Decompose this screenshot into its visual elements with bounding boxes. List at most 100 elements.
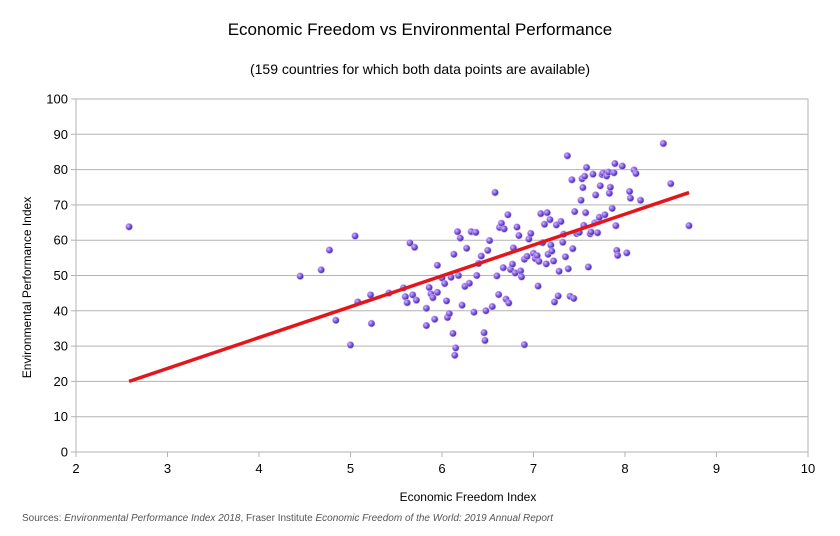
data-point (425, 283, 433, 292)
trendline (128, 190, 690, 384)
data-point (540, 220, 549, 229)
data-point (554, 292, 562, 300)
data-point (601, 211, 609, 219)
y-tick-label: 40 (54, 303, 68, 318)
data-point (332, 316, 340, 324)
data-point (351, 232, 359, 240)
chart-subtitle: (159 countries for which both data point… (249, 61, 591, 77)
y-tick-label: 30 (54, 339, 68, 354)
data-point (593, 229, 602, 237)
source-prefix: Sources: (22, 513, 65, 524)
data-point (516, 267, 525, 275)
data-point (463, 244, 471, 253)
data-point (513, 223, 521, 231)
data-point (610, 169, 618, 177)
data-point (591, 191, 600, 199)
data-point (406, 239, 414, 247)
y-tick-label: 70 (54, 197, 68, 212)
data-point (409, 291, 417, 299)
data-point (480, 329, 488, 337)
data-point (580, 172, 589, 181)
data-point (549, 257, 558, 265)
data-point (659, 139, 668, 148)
y-tick-label: 50 (54, 268, 68, 283)
data-points (125, 139, 693, 359)
x-tick-label: 10 (801, 461, 815, 476)
data-point (451, 351, 459, 359)
x-tick-label: 6 (438, 461, 445, 476)
data-point (613, 251, 622, 260)
data-point (570, 294, 578, 303)
data-point (569, 245, 577, 253)
data-point (445, 309, 453, 318)
data-point (422, 321, 431, 330)
y-tick-label: 0 (61, 445, 68, 460)
data-point (685, 222, 693, 230)
x-tick-label: 8 (621, 461, 628, 476)
data-point (589, 170, 597, 178)
data-point (465, 279, 474, 287)
data-point (470, 308, 478, 316)
x-tick-label: 5 (347, 461, 354, 476)
y-tick-label: 20 (54, 374, 68, 389)
data-point (450, 250, 458, 259)
tick-labels: 0 10 20 30 40 50 60 70 80 90 100 2 3 4 5 6 7 8 9 10 (46, 92, 815, 477)
data-point (456, 234, 464, 242)
data-point (449, 329, 457, 338)
data-point (515, 231, 523, 240)
data-point (527, 229, 535, 238)
y-tick-label: 10 (54, 409, 68, 424)
data-point (563, 152, 572, 160)
data-point (472, 228, 480, 237)
data-point (606, 183, 615, 192)
data-point (523, 252, 531, 261)
data-point (581, 209, 590, 217)
data-point (577, 196, 585, 205)
data-point (546, 216, 554, 224)
data-point (346, 341, 355, 349)
data-point (500, 225, 508, 233)
data-point (495, 290, 503, 299)
data-point (422, 304, 431, 312)
data-point (667, 180, 675, 188)
data-point (493, 272, 501, 280)
data-point (484, 246, 492, 255)
y-tick-label: 80 (54, 162, 68, 177)
y-tick-label: 60 (54, 233, 68, 248)
data-point (537, 210, 545, 218)
data-point (403, 299, 411, 307)
x-tick-label: 3 (164, 461, 171, 476)
data-point (441, 279, 449, 288)
data-point (367, 319, 376, 328)
data-point (412, 296, 421, 304)
data-point (570, 207, 579, 216)
data-point (623, 249, 631, 257)
data-point (499, 264, 507, 272)
data-point (625, 187, 634, 196)
data-point (608, 204, 616, 213)
data-point (626, 194, 635, 202)
data-point (596, 182, 604, 190)
data-point (517, 273, 526, 281)
trendline-group (128, 190, 690, 384)
data-point (296, 272, 304, 280)
data-point (504, 211, 512, 219)
data-point (458, 301, 466, 309)
data-point (366, 291, 375, 299)
data-point (508, 260, 517, 268)
data-point (584, 263, 593, 271)
data-point (548, 247, 556, 255)
data-point (534, 282, 542, 290)
data-point (520, 341, 529, 349)
data-point (547, 241, 555, 249)
x-tick-label: 9 (713, 461, 720, 476)
data-point (542, 260, 550, 268)
y-tick-label: 90 (54, 127, 68, 142)
data-point (535, 257, 543, 266)
data-point (636, 196, 645, 205)
data-point (442, 297, 451, 305)
data-point (557, 217, 565, 226)
data-point (543, 209, 551, 217)
data-point (488, 302, 496, 311)
